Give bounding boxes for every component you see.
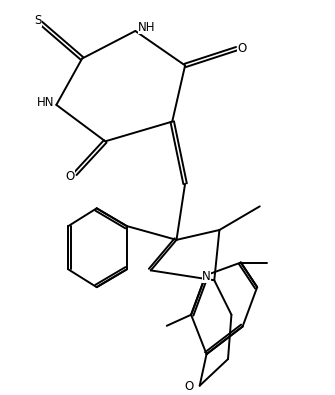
Text: O: O xyxy=(184,380,194,393)
Text: HN: HN xyxy=(37,96,54,109)
Text: O: O xyxy=(65,170,75,183)
Text: S: S xyxy=(34,14,42,27)
Text: N: N xyxy=(202,270,211,283)
Text: O: O xyxy=(237,42,247,55)
Text: NH: NH xyxy=(138,21,155,34)
